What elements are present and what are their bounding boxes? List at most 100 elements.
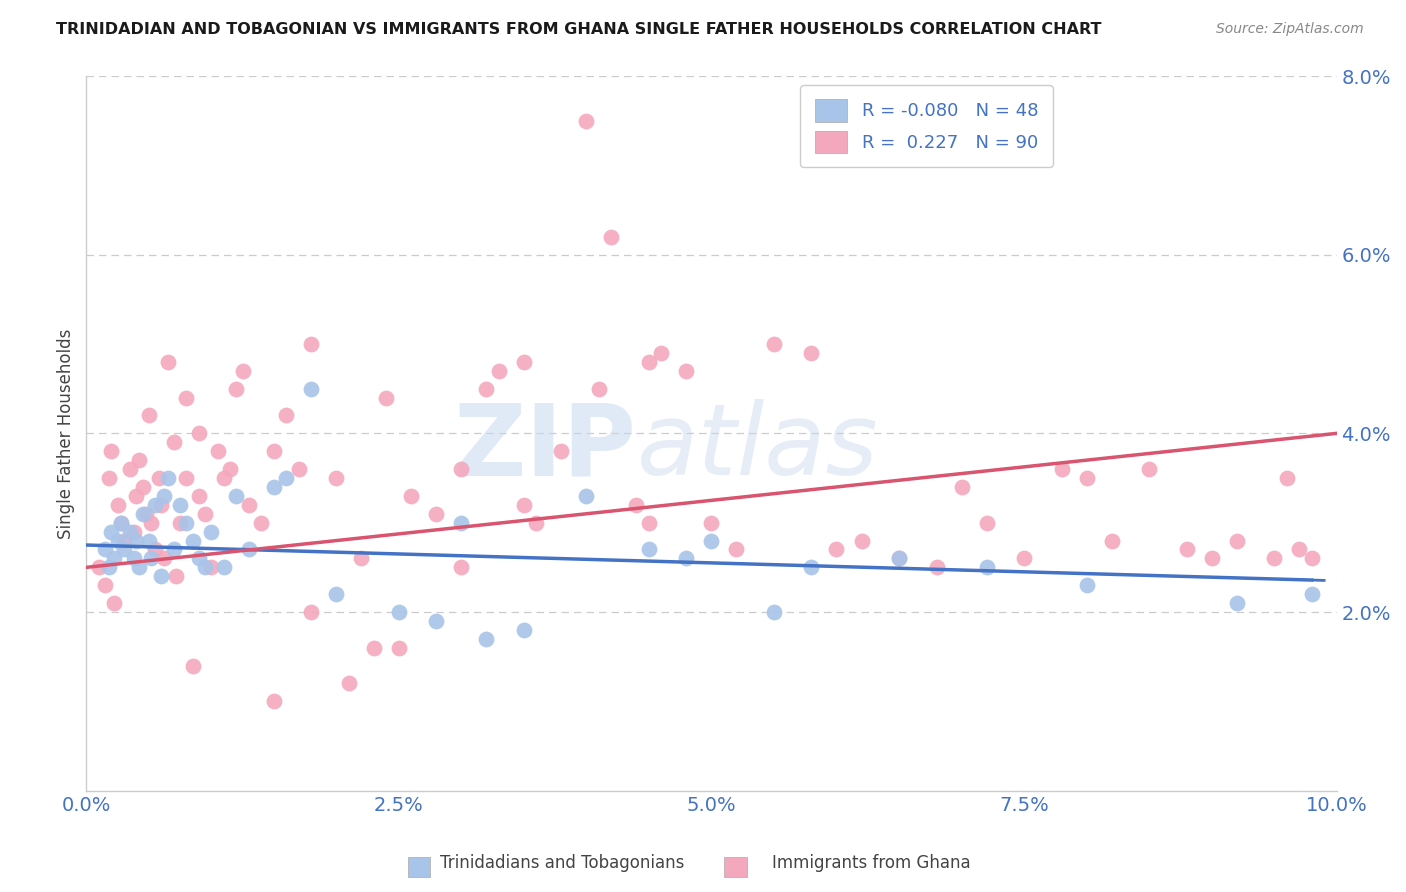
Point	[1226, 533, 1249, 548]
Point	[207, 444, 229, 458]
Text: Source: ZipAtlas.com: Source: ZipAtlas.com	[1216, 22, 1364, 37]
Point	[575, 489, 598, 503]
Text: ZIP: ZIP	[454, 399, 637, 496]
Point	[925, 560, 948, 574]
Point	[299, 605, 322, 619]
Point	[150, 569, 173, 583]
Point	[1076, 471, 1098, 485]
Point	[118, 462, 141, 476]
Point	[1137, 462, 1160, 476]
Point	[1288, 542, 1310, 557]
Point	[219, 462, 242, 476]
Point	[94, 542, 117, 557]
Point	[425, 614, 447, 628]
Point	[107, 498, 129, 512]
Point	[176, 471, 198, 485]
Point	[299, 337, 322, 351]
Text: Trinidadians and Tobagonians: Trinidadians and Tobagonians	[440, 855, 685, 872]
Point	[250, 516, 273, 530]
Point	[276, 409, 298, 423]
Point	[950, 480, 973, 494]
Point	[156, 355, 179, 369]
Point	[128, 560, 150, 574]
Point	[153, 489, 176, 503]
Point	[263, 444, 285, 458]
Text: TRINIDADIAN AND TOBAGONIAN VS IMMIGRANTS FROM GHANA SINGLE FATHER HOUSEHOLDS COR: TRINIDADIAN AND TOBAGONIAN VS IMMIGRANTS…	[56, 22, 1102, 37]
Text: atlas: atlas	[637, 399, 879, 496]
Point	[125, 533, 148, 548]
Point	[325, 587, 347, 601]
Point	[825, 542, 848, 557]
Point	[513, 623, 536, 637]
Point	[118, 524, 141, 539]
Point	[800, 560, 823, 574]
Point	[388, 605, 411, 619]
Point	[1076, 578, 1098, 592]
Point	[425, 507, 447, 521]
Point	[150, 498, 173, 512]
Point	[762, 337, 785, 351]
Point	[112, 542, 135, 557]
Y-axis label: Single Father Households: Single Father Households	[58, 328, 75, 539]
Point	[128, 453, 150, 467]
Point	[513, 498, 536, 512]
Point	[238, 498, 260, 512]
Point	[148, 471, 170, 485]
Point	[165, 569, 187, 583]
Point	[187, 489, 209, 503]
Point	[125, 489, 148, 503]
Point	[138, 409, 160, 423]
Point	[588, 382, 610, 396]
Point	[851, 533, 873, 548]
Point	[212, 471, 235, 485]
Point	[725, 542, 748, 557]
Point	[450, 560, 472, 574]
Point	[100, 524, 122, 539]
Point	[488, 364, 510, 378]
Point	[1301, 551, 1323, 566]
Point	[110, 516, 132, 530]
Point	[475, 632, 498, 646]
Point	[887, 551, 910, 566]
Point	[638, 542, 661, 557]
Point	[513, 355, 536, 369]
Point	[299, 382, 322, 396]
Point	[194, 507, 217, 521]
Point	[176, 391, 198, 405]
Point	[638, 355, 661, 369]
Bar	[724, 857, 747, 877]
Point	[263, 480, 285, 494]
Point	[650, 346, 672, 360]
Point	[976, 516, 998, 530]
Point	[97, 471, 120, 485]
Point	[94, 578, 117, 592]
Point	[138, 533, 160, 548]
Point	[176, 516, 198, 530]
Point	[141, 551, 163, 566]
Legend: R = -0.080   N = 48, R =  0.227   N = 90: R = -0.080 N = 48, R = 0.227 N = 90	[800, 85, 1053, 167]
Point	[107, 533, 129, 548]
Bar	[408, 857, 430, 877]
Point	[135, 507, 157, 521]
Point	[103, 551, 125, 566]
Point	[163, 542, 186, 557]
Point	[675, 364, 697, 378]
Point	[225, 382, 247, 396]
Point	[1050, 462, 1073, 476]
Point	[388, 640, 411, 655]
Point	[122, 524, 145, 539]
Point	[169, 516, 191, 530]
Text: Immigrants from Ghana: Immigrants from Ghana	[772, 855, 972, 872]
Point	[475, 382, 498, 396]
Point	[675, 551, 697, 566]
Point	[276, 471, 298, 485]
Point	[187, 551, 209, 566]
Point	[550, 444, 572, 458]
Point	[143, 498, 166, 512]
Point	[401, 489, 423, 503]
Point	[450, 516, 472, 530]
Point	[1301, 587, 1323, 601]
Point	[450, 462, 472, 476]
Point	[375, 391, 398, 405]
Point	[97, 560, 120, 574]
